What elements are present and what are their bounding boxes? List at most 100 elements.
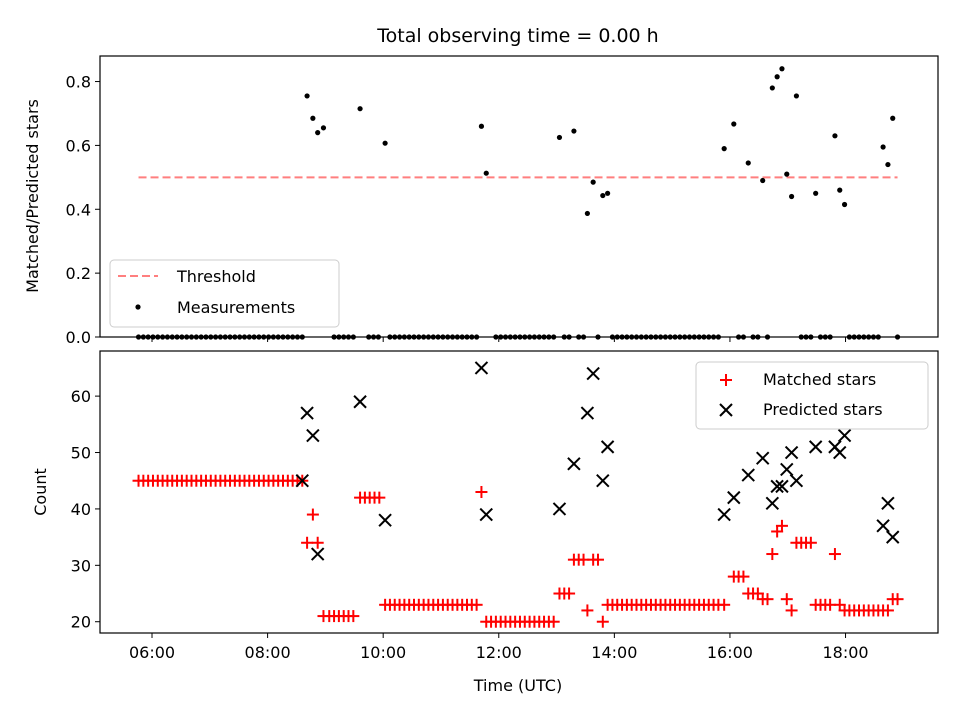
predicted-point xyxy=(310,547,325,561)
predicted-point xyxy=(784,445,799,460)
measurement-point xyxy=(774,74,780,80)
count-y-tick-label: 50 xyxy=(71,444,91,463)
predicted-point xyxy=(300,406,314,420)
predicted-point xyxy=(789,474,804,488)
count-y-axis: 20 30 40 50 60 xyxy=(71,387,100,632)
matched-point xyxy=(311,536,324,549)
predicted-point xyxy=(306,428,320,443)
predicted-point xyxy=(741,468,755,482)
measurement-point xyxy=(769,85,775,91)
count-x-axis: 06:00 08:00 10:00 12:00 14:00 16:00 18:00 xyxy=(129,633,869,662)
measurement-point xyxy=(478,123,485,129)
measurement-point xyxy=(590,179,596,185)
measurement-point xyxy=(885,161,891,168)
ratio-y-tick-label: 0.0 xyxy=(66,328,91,347)
predicted-point xyxy=(474,361,489,375)
matched-point xyxy=(891,593,904,606)
count-legend: Matched stars Predicted stars xyxy=(695,361,929,430)
count-y-tick-label: 20 xyxy=(71,613,91,632)
count-x-tick-label: 12:00 xyxy=(476,643,522,662)
predicted-legend-marker xyxy=(719,403,733,417)
matched-point xyxy=(718,598,731,611)
measurement-point xyxy=(760,177,766,184)
measurement-point xyxy=(880,144,886,150)
predicted-legend-label: Predicted stars xyxy=(763,400,883,419)
predicted-point xyxy=(295,474,309,488)
matched-series xyxy=(132,474,904,628)
predicted-point xyxy=(580,406,595,420)
predicted-point xyxy=(775,479,789,494)
predicted-point xyxy=(600,440,615,454)
predicted-point xyxy=(567,457,581,471)
predicted-point xyxy=(378,513,392,527)
predicted-point xyxy=(765,496,780,510)
predicted-point xyxy=(770,479,784,494)
predicted-point xyxy=(479,507,493,522)
predicted-point xyxy=(727,490,741,505)
ratio-x-ticks xyxy=(151,337,847,342)
matched-point xyxy=(775,519,788,532)
measurement-point xyxy=(605,190,611,196)
matched-point xyxy=(306,508,319,521)
matched-point xyxy=(881,604,894,617)
predicted-point xyxy=(780,462,794,477)
predicted-point xyxy=(808,440,823,454)
measurement-series xyxy=(304,66,896,217)
matched-legend-marker xyxy=(720,374,732,386)
measurement-point xyxy=(788,193,795,200)
measurement-point xyxy=(832,133,838,139)
ratio-y-axis-label: Matched/Predicted stars xyxy=(23,99,42,293)
measurement-point xyxy=(813,190,819,196)
matched-point xyxy=(475,486,488,498)
count-x-tick-label: 18:00 xyxy=(822,643,868,662)
matched-point xyxy=(761,593,774,606)
measurement-point xyxy=(556,134,563,141)
matched-point xyxy=(828,548,841,561)
ratio-y-tick-label: 0.6 xyxy=(66,136,91,155)
count-x-axis-label: Time (UTC) xyxy=(473,676,562,695)
matched-point xyxy=(547,615,560,628)
ratio-y-axis: 0.0 0.2 0.4 0.6 0.8 xyxy=(66,73,100,347)
count-x-tick-label: 08:00 xyxy=(245,643,291,662)
matched-point xyxy=(766,548,779,561)
measurement-point xyxy=(793,93,800,99)
count-x-tick-label: 16:00 xyxy=(707,643,753,662)
matched-point xyxy=(581,604,594,617)
count-y-tick-label: 30 xyxy=(71,556,91,575)
ratio-legend: Threshold Measurements xyxy=(109,259,340,328)
matched-point xyxy=(591,553,604,566)
measurement-point xyxy=(382,140,388,146)
predicted-point xyxy=(586,366,600,381)
predicted-point xyxy=(552,502,567,516)
predicted-point xyxy=(886,530,900,544)
measurement-point xyxy=(784,171,790,177)
measurement-point xyxy=(731,121,737,127)
measurement-point xyxy=(315,130,321,136)
predicted-point xyxy=(755,451,770,465)
ratio-y-tick-label: 0.2 xyxy=(66,264,91,283)
measurement-point xyxy=(357,106,363,112)
measurement-point xyxy=(837,187,843,193)
count-x-tick-label: 10:00 xyxy=(360,643,406,662)
count-y-tick-label: 60 xyxy=(71,387,91,406)
ratio-plot-frame xyxy=(99,55,939,338)
matched-point xyxy=(737,570,750,583)
matched-point xyxy=(596,615,609,628)
matched-point xyxy=(563,587,576,600)
predicted-point xyxy=(876,519,890,533)
matched-point xyxy=(470,598,483,611)
count-panel: 20 30 40 50 60 06:00 08:00 10:00 12:00 14:00 16:0… xyxy=(31,350,939,695)
matched-point xyxy=(373,491,386,504)
ratio-y-tick-label: 0.4 xyxy=(66,200,91,219)
measurement-point xyxy=(890,115,896,121)
measurement-point xyxy=(483,170,489,176)
predicted-point xyxy=(837,428,852,443)
measurements-legend-marker xyxy=(135,304,141,310)
matched-point xyxy=(804,536,817,549)
measurement-point xyxy=(310,115,316,121)
measurement-point xyxy=(745,160,751,166)
predicted-point xyxy=(353,395,367,409)
measurement-point xyxy=(571,128,577,134)
measurement-point xyxy=(779,66,785,72)
